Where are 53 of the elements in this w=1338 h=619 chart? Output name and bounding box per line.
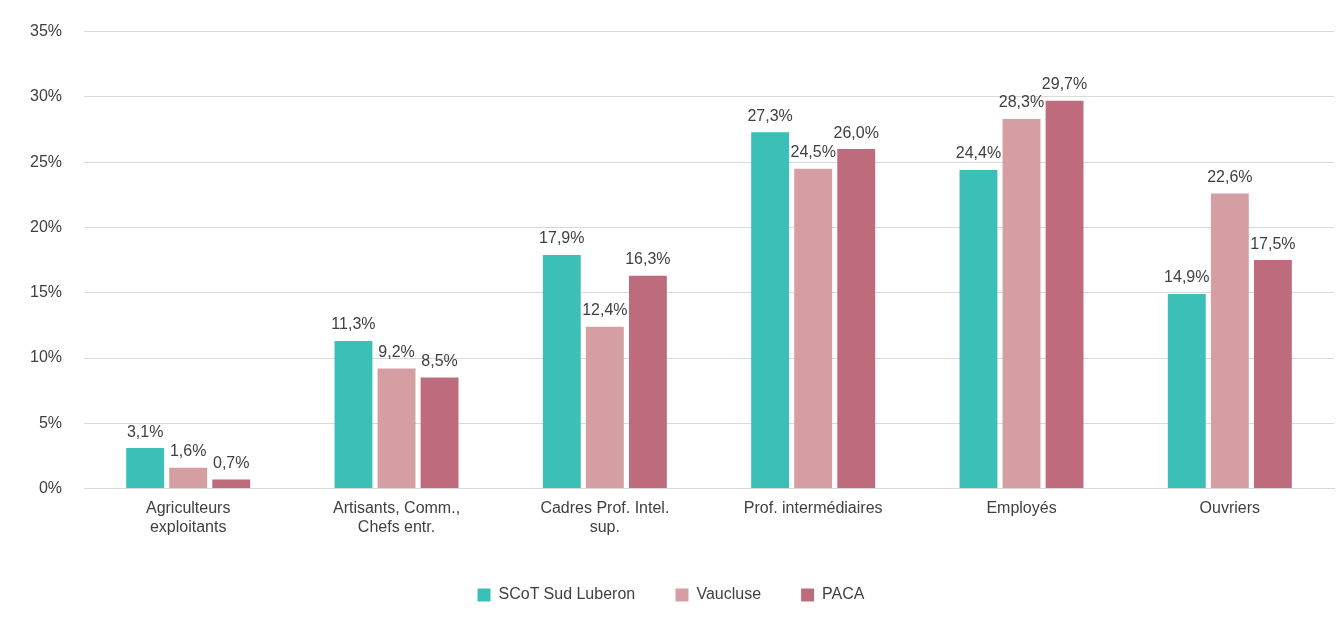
data-label: 14,9% xyxy=(1164,268,1210,286)
y-tick-label: 30% xyxy=(29,87,63,105)
bar xyxy=(751,132,790,489)
data-label: 27,3% xyxy=(747,106,793,124)
data-label: 22,6% xyxy=(1207,167,1253,185)
x-tick-label: Agriculteurs exploitants xyxy=(145,498,231,535)
bar xyxy=(377,368,416,489)
data-label: 29,7% xyxy=(1041,75,1088,93)
x-tick-label: Employés xyxy=(986,498,1057,516)
data-label: 3,1% xyxy=(126,422,164,440)
bar xyxy=(1002,119,1041,489)
y-tick-label: 25% xyxy=(29,152,63,170)
data-label: 11,3% xyxy=(331,315,376,333)
bar xyxy=(169,467,208,489)
x-tick-label: Ouvriers xyxy=(1199,498,1261,516)
bar xyxy=(837,149,876,489)
x-tick-label: Prof. intermédiaires xyxy=(743,498,883,516)
y-tick-label: 35% xyxy=(29,22,63,40)
bar xyxy=(959,170,998,489)
bar xyxy=(1167,294,1206,489)
data-label: 17,9% xyxy=(539,229,585,247)
bar xyxy=(1253,260,1292,489)
data-label: 9,2% xyxy=(378,342,415,360)
y-tick-label: 15% xyxy=(29,283,63,301)
bar xyxy=(628,275,667,489)
legend-label: Vaucluse xyxy=(696,585,762,603)
legend-label: PACA xyxy=(822,585,865,603)
y-tick-label: 0% xyxy=(38,479,63,497)
bar xyxy=(542,254,581,489)
data-label: 0,7% xyxy=(213,453,250,471)
bar xyxy=(1045,100,1084,489)
x-tick-label: Artisants, Comm., Chefs entr. xyxy=(332,498,461,535)
bar xyxy=(1210,193,1249,489)
data-label: 28,3% xyxy=(998,93,1045,111)
x-tick-label: Cadres Prof. Intel. sup. xyxy=(540,498,670,535)
bar xyxy=(212,479,251,489)
data-label: 16,3% xyxy=(625,250,671,268)
data-label: 1,6% xyxy=(169,442,207,460)
y-tick-label: 20% xyxy=(29,217,63,235)
data-label: 26,0% xyxy=(833,123,879,141)
data-label: 24,5% xyxy=(790,143,836,161)
bar xyxy=(334,341,373,489)
data-label: 24,4% xyxy=(955,144,1002,162)
bar xyxy=(420,377,459,489)
data-label: 17,5% xyxy=(1250,234,1296,252)
data-label: 12,4% xyxy=(582,301,628,319)
bar xyxy=(126,448,165,489)
data-label: 8,5% xyxy=(421,352,458,370)
y-tick-label: 5% xyxy=(38,413,63,431)
y-tick-label: 10% xyxy=(29,348,63,366)
bar xyxy=(794,168,833,489)
bar xyxy=(585,326,624,489)
legend-label: SCoT Sud Luberon xyxy=(498,585,636,603)
